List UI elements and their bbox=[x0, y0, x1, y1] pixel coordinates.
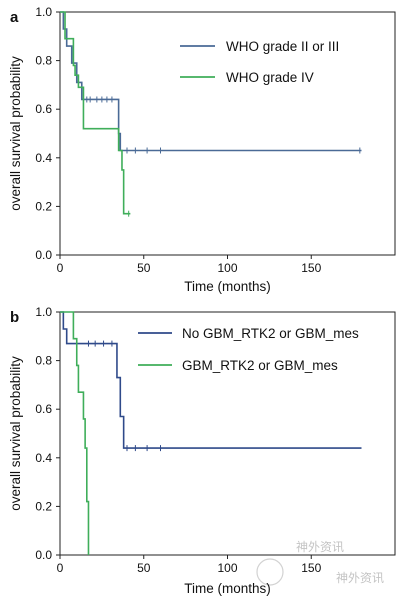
x-tick-label: 100 bbox=[217, 261, 237, 275]
watermark-seal-text: 神外资讯 bbox=[336, 571, 384, 585]
y-axis-label: overall survival probability bbox=[8, 56, 23, 211]
y-tick-label: 0.6 bbox=[35, 102, 52, 116]
x-axis-label: Time (months) bbox=[184, 279, 271, 294]
panel-label: a bbox=[10, 9, 19, 26]
x-tick-label: 50 bbox=[137, 561, 151, 575]
y-tick-label: 0.8 bbox=[35, 354, 52, 368]
x-tick-label: 100 bbox=[217, 561, 237, 575]
legend-label: GBM_RTK2 or GBM_mes bbox=[182, 358, 338, 373]
y-tick-label: 0.6 bbox=[35, 402, 52, 416]
y-tick-label: 0.2 bbox=[35, 199, 52, 213]
x-tick-label: 150 bbox=[301, 261, 321, 275]
x-tick-label: 50 bbox=[137, 261, 151, 275]
y-axis-label: overall survival probability bbox=[8, 356, 23, 511]
watermark-brand-text: 神外资讯 bbox=[296, 540, 344, 554]
legend-label: No GBM_RTK2 or GBM_mes bbox=[182, 326, 359, 341]
y-tick-label: 0.0 bbox=[35, 548, 52, 562]
chart-panel-a: 0.0 0.2 0.4 0.6 0.8 1.0 0 50 100 150 Time (months)… bbox=[8, 5, 396, 294]
y-tick-label: 1.0 bbox=[35, 5, 52, 19]
watermark-seal-icon bbox=[256, 558, 284, 586]
x-tick-label: 0 bbox=[57, 561, 64, 575]
plot-frame bbox=[59, 311, 396, 556]
survival-curve-2 bbox=[60, 311, 90, 555]
y-tick-label: 0.8 bbox=[35, 54, 52, 68]
y-tick-label: 1.0 bbox=[35, 305, 52, 319]
x-tick-label: 150 bbox=[301, 561, 321, 575]
x-axis-label: Time (months) bbox=[184, 581, 271, 596]
survival-curve-1 bbox=[60, 11, 362, 152]
y-tick-label: 0.0 bbox=[35, 248, 52, 262]
panel-label: b bbox=[10, 309, 19, 326]
survival-curve-2 bbox=[60, 11, 131, 215]
x-tick-label: 0 bbox=[57, 261, 64, 275]
legend-label: WHO grade IV bbox=[226, 70, 314, 85]
chart-panel-b: 0.0 0.2 0.4 0.6 0.8 1.0 0 50 100 150 Time (months)… bbox=[8, 305, 396, 596]
watermark: 神外资讯 神外资讯 bbox=[256, 540, 384, 586]
y-tick-label: 0.4 bbox=[35, 451, 52, 465]
y-tick-label: 0.2 bbox=[35, 499, 52, 513]
survival-curve-1 bbox=[60, 311, 362, 449]
y-tick-label: 0.4 bbox=[35, 151, 52, 165]
legend-label: WHO grade II or III bbox=[226, 39, 339, 54]
